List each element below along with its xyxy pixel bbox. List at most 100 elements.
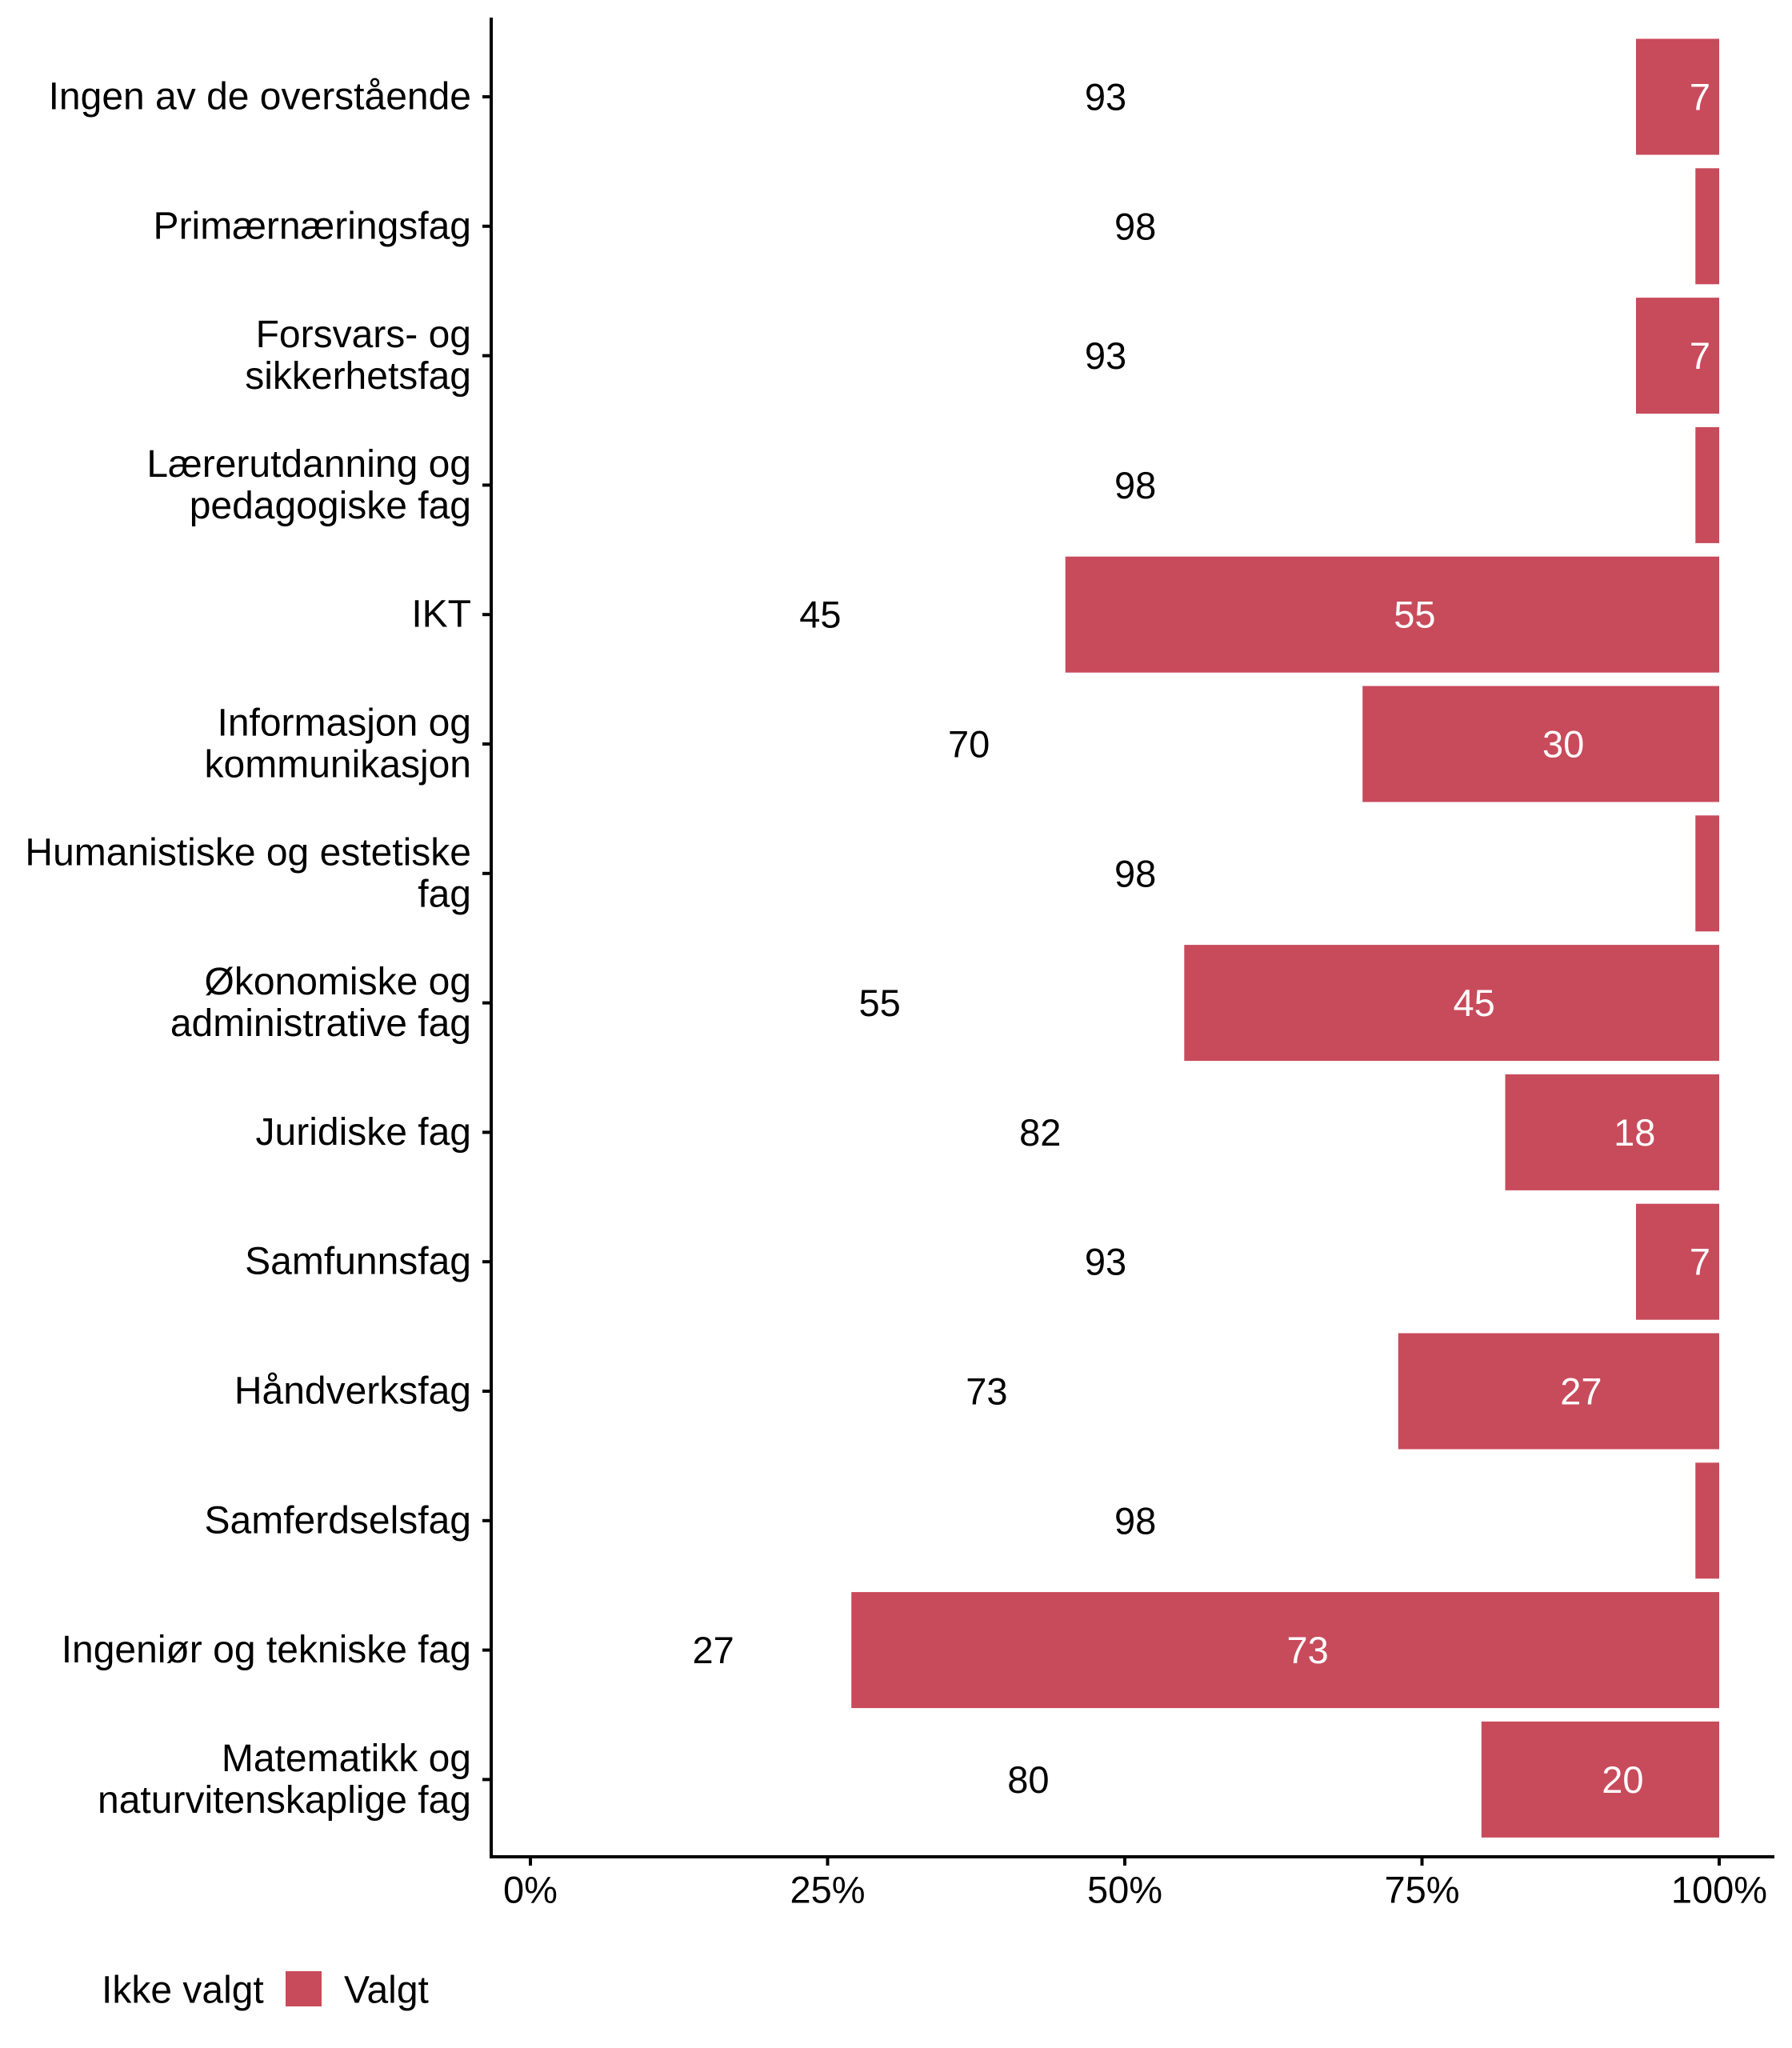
bar-ikke-valgt [530, 1592, 852, 1709]
x-tick-label: 25% [790, 1869, 865, 1911]
value-label: 2 [1719, 1499, 1740, 1542]
legend-key-valgt [286, 1971, 322, 2006]
bar-valgt [1362, 686, 1719, 802]
value-label: 93 [1085, 334, 1126, 377]
bar-ikke-valgt [530, 1074, 1506, 1190]
value-label: 45 [1454, 982, 1495, 1024]
bar-ikke-valgt [530, 168, 1696, 285]
axes-layer [482, 18, 1774, 1866]
legend-key-ikke-valgt [62, 1971, 98, 2006]
y-axis-label-line: Juridiske fag [256, 1111, 471, 1154]
value-label: 27 [692, 1629, 734, 1671]
bar-valgt [1635, 1203, 1719, 1320]
y-axis-label: Humanistiske og estetiske fag [25, 831, 471, 915]
bar-ikke-valgt [530, 1203, 1636, 1320]
legend: Ikke valgt Valgt [62, 1970, 429, 2012]
y-axis-label-line: fag [418, 873, 471, 915]
value-label: 98 [1114, 205, 1156, 247]
y-axis-label-line: sikkerhetsfag [245, 355, 471, 398]
value-label: 55 [1394, 594, 1435, 636]
x-tick-label: 0% [503, 1869, 558, 1911]
bar-valgt [1695, 1462, 1719, 1579]
y-axis-label: Ingen av de overstående [49, 76, 471, 118]
y-axis-label-line: Primærnæringsfag [154, 205, 471, 247]
bar-valgt [1635, 38, 1719, 155]
bar-valgt [851, 1592, 1719, 1709]
y-axis-label: Juridiske fag [256, 1111, 471, 1154]
bar-ikke-valgt [530, 686, 1363, 802]
bar-ikke-valgt [530, 426, 1696, 543]
bar-valgt [1695, 168, 1719, 285]
y-axis-label-line: pedagogiske fag [190, 485, 471, 527]
y-axis-label: Økonomiske og administrative fag [170, 961, 471, 1045]
value-label: 82 [1019, 1111, 1061, 1154]
y-axis-label-line: Ingen av de overstående [49, 76, 471, 118]
y-axis-label: Samfunnsfag [245, 1241, 471, 1283]
value-label: 98 [1114, 1499, 1156, 1542]
value-label: 73 [1286, 1629, 1328, 1671]
x-tick-label: 75% [1384, 1869, 1459, 1911]
value-label: 73 [966, 1370, 1007, 1413]
value-label: 2 [1719, 464, 1740, 506]
y-axis-label: Samferdselsfag [205, 1499, 472, 1542]
bars-layer [530, 38, 1719, 1838]
value-label: 27 [1560, 1370, 1602, 1413]
value-label: 2 [1719, 852, 1740, 894]
value-label: 2 [1719, 205, 1740, 247]
value-label: 93 [1085, 1241, 1126, 1283]
y-axis-label-line: IKT [411, 594, 471, 636]
legend-label-valgt: Valgt [344, 1970, 429, 2012]
y-axis-label: Primærnæringsfag [154, 205, 471, 247]
value-label: 20 [1602, 1758, 1643, 1801]
value-label: 7 [1690, 76, 1710, 118]
x-axis-labels: 0% 25% 50% 75% 100% [503, 1869, 1767, 1911]
y-axis-label-line: Ingeniør og tekniske fag [62, 1629, 471, 1671]
bar-valgt [1505, 1074, 1719, 1190]
x-tick-label: 50% [1087, 1869, 1162, 1911]
y-axis-label: Lærerutdanning og pedagogiske fag [146, 443, 471, 527]
value-label: 70 [948, 723, 990, 766]
bar-valgt [1695, 426, 1719, 543]
x-tick-label: 100% [1671, 1869, 1767, 1911]
y-axis-label: Ingeniør og tekniske fag [62, 1629, 471, 1671]
y-axis-label-line: Informasjon og [217, 702, 471, 745]
y-axis-label-line: Forsvars- og [256, 314, 471, 356]
bar-valgt [1065, 556, 1719, 673]
bar-valgt [1398, 1333, 1719, 1450]
value-label: 55 [859, 982, 901, 1024]
y-axis-label-line: kommunikasjon [205, 744, 471, 786]
value-label: 98 [1114, 852, 1156, 894]
y-axis-label-line: Lærerutdanning og [146, 443, 471, 486]
y-axis-label-line: Økonomiske og [205, 961, 472, 1003]
value-label: 7 [1690, 334, 1710, 377]
y-axis-label: Forsvars- og sikkerhetsfag [245, 314, 471, 398]
value-label: 7 [1690, 1241, 1710, 1283]
y-axis-label-line: Samferdselsfag [205, 1499, 472, 1542]
bar-valgt [1695, 815, 1719, 932]
bar-ikke-valgt [530, 298, 1636, 414]
y-axis-label-line: Samfunnsfag [245, 1241, 471, 1283]
bar-valgt [1481, 1721, 1719, 1838]
bar-ikke-valgt [530, 38, 1636, 155]
value-label: 98 [1114, 464, 1156, 506]
y-axis-label-line: Humanistiske og estetiske [25, 831, 471, 874]
y-axis-label-line: Håndverksfag [234, 1370, 471, 1413]
y-axis-label: IKT [411, 594, 471, 636]
y-axis-label-line: naturvitenskaplige fag [98, 1779, 471, 1822]
value-label: 30 [1542, 723, 1584, 766]
y-axis-label-line: administrative fag [170, 1002, 471, 1045]
bar-ikke-valgt [530, 815, 1696, 932]
y-axis-label-line: Matematikk og [222, 1738, 471, 1780]
value-label: 80 [1007, 1758, 1049, 1801]
bar-ikke-valgt [530, 1462, 1696, 1579]
value-label: 93 [1085, 76, 1126, 118]
bar-valgt [1635, 298, 1719, 414]
value-labels-layer: 93 7 98 2 93 7 98 2 45 55 70 30 98 2 55 45 82 18 93 7 73 27 98… [692, 76, 1740, 1801]
bar-ikke-valgt [530, 1721, 1482, 1838]
bar-ikke-valgt [530, 556, 1066, 673]
value-label: 18 [1614, 1111, 1655, 1154]
y-axis-labels: Ingen av de overstående Primærnæringsfag F… [25, 76, 471, 1822]
legend-label-ikke-valgt: Ikke valgt [102, 1970, 264, 2012]
y-axis-label: Informasjon og kommunikasjon [205, 702, 471, 786]
